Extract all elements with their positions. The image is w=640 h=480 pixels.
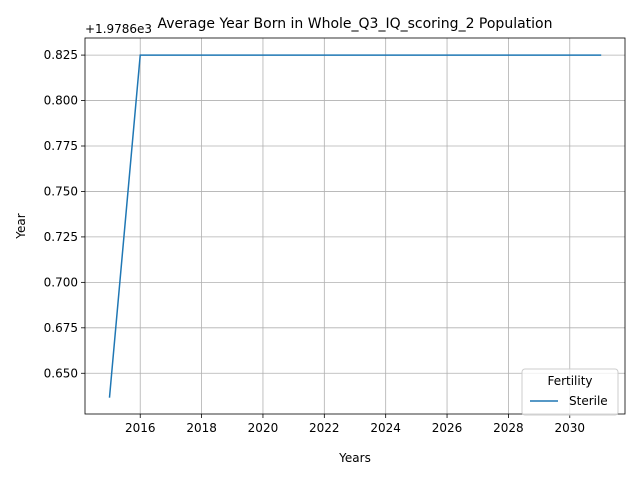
y-axis-ticks: 0.650 0.675 0.700 0.725 0.750 0.775 0.800 0.825 [44, 48, 85, 380]
y-tick-label: 0.775 [44, 139, 78, 153]
y-axis-label: Year [14, 213, 28, 239]
x-tick-label: 2024 [370, 421, 401, 435]
x-tick-label: 2018 [186, 421, 217, 435]
x-tick-label: 2016 [125, 421, 156, 435]
y-tick-label: 0.825 [44, 48, 78, 62]
x-axis-ticks: 2016 2018 2020 2022 2024 2026 2028 2030 [125, 414, 585, 435]
legend: Fertility Sterile [521, 368, 619, 416]
x-tick-label: 2022 [309, 421, 340, 435]
chart-title: Average Year Born in Whole_Q3_IQ_scoring… [158, 16, 553, 32]
series-layer [108, 54, 602, 398]
x-axis-label: Years [338, 451, 371, 465]
plot-frame [84, 37, 626, 415]
x-tick-label: 2030 [554, 421, 585, 435]
x-tick-label: 2020 [248, 421, 279, 435]
y-tick-label: 0.675 [44, 321, 78, 335]
legend-title: Fertility [547, 374, 592, 388]
y-tick-label: 0.750 [44, 184, 78, 198]
y-offset-label: +1.9786e3 [85, 22, 152, 36]
x-tick-label: 2026 [432, 421, 463, 435]
y-tick-label: 0.725 [44, 230, 78, 244]
y-tick-label: 0.800 [44, 94, 78, 108]
grid-layer [85, 38, 625, 414]
legend-box [521, 368, 619, 416]
y-tick-label: 0.650 [44, 366, 78, 380]
legend-label-sterile: Sterile [569, 394, 608, 408]
series-line-sterile [108, 54, 602, 398]
x-tick-label: 2028 [493, 421, 524, 435]
y-tick-label: 0.700 [44, 275, 78, 289]
